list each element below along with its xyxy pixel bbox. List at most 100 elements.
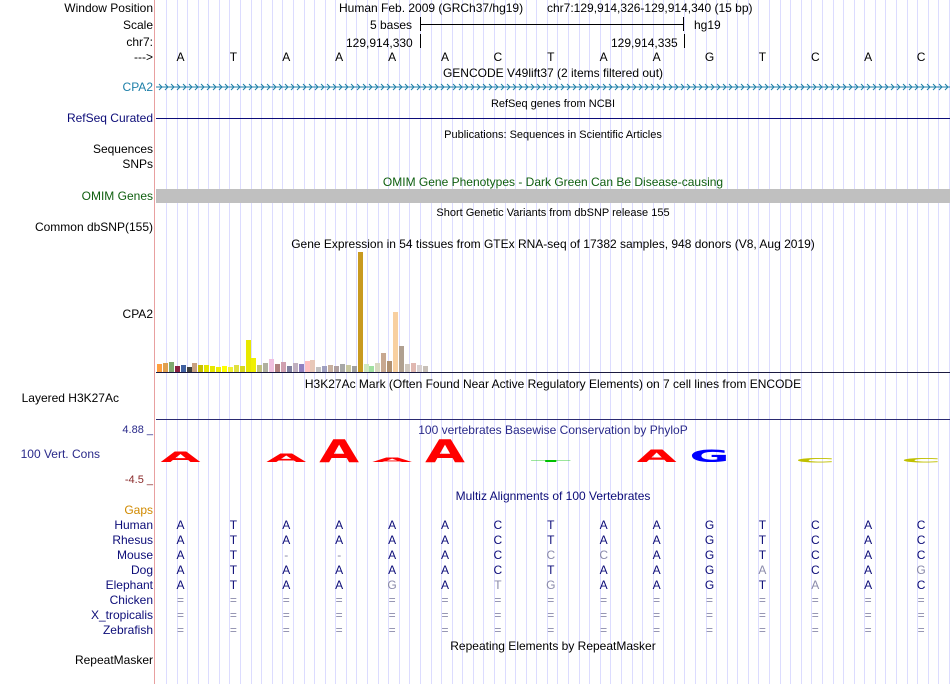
gtex-tissue-bar[interactable] bbox=[168, 362, 174, 372]
gtex-tissue-bar[interactable] bbox=[269, 359, 275, 372]
gtex-tissue-bar[interactable] bbox=[186, 367, 192, 372]
refseq-track-label[interactable]: RefSeq Curated bbox=[66, 111, 153, 125]
gtex-tissue-bar[interactable] bbox=[334, 366, 339, 372]
gtex-tissue-bar[interactable] bbox=[328, 365, 334, 372]
species-label[interactable]: Dog bbox=[130, 563, 153, 577]
gtex-tissue-bar[interactable] bbox=[310, 360, 316, 372]
strand-chevron bbox=[614, 83, 619, 91]
gtex-tissue-bar[interactable] bbox=[381, 353, 387, 372]
repeatmasker-track-label[interactable]: RepeatMasker bbox=[74, 653, 153, 667]
alignment-base: C bbox=[916, 518, 926, 532]
alignment-base: = bbox=[494, 608, 502, 622]
strand-chevron bbox=[236, 83, 241, 91]
gtex-tissue-bar[interactable] bbox=[416, 365, 422, 372]
track-display-area[interactable]: Human Feb. 2009 (GRCh37/hg19) chr7:129,9… bbox=[156, 0, 950, 684]
gtex-tissue-bar[interactable] bbox=[245, 340, 251, 372]
strand-chevron bbox=[590, 83, 595, 91]
gtex-tissue-bar[interactable] bbox=[192, 363, 198, 372]
gtex-tissue-bar[interactable] bbox=[204, 365, 210, 372]
species-label[interactable]: Rhesus bbox=[112, 533, 153, 547]
gtex-tissue-bar[interactable] bbox=[286, 366, 292, 372]
publications-sequences-label[interactable]: Sequences bbox=[92, 142, 153, 156]
gtex-expression-chart[interactable] bbox=[156, 252, 950, 372]
alignment-base: = bbox=[653, 593, 661, 607]
strand-chevron bbox=[806, 83, 811, 91]
gridline bbox=[547, 0, 548, 684]
gtex-tissue-bar[interactable] bbox=[393, 312, 398, 372]
strand-chevron bbox=[842, 83, 847, 91]
gtex-tissue-bar[interactable] bbox=[157, 364, 162, 372]
alignment-base: A bbox=[335, 563, 344, 577]
gtex-tissue-bar[interactable] bbox=[162, 363, 168, 372]
gtex-tissue-bar[interactable] bbox=[410, 363, 416, 372]
alignment-base: = bbox=[335, 608, 343, 622]
gtex-tissue-bar[interactable] bbox=[322, 366, 328, 372]
gridline bbox=[187, 0, 188, 684]
species-label[interactable]: Chicken bbox=[109, 593, 153, 607]
omim-phenotype-bar[interactable] bbox=[156, 189, 950, 203]
species-label[interactable]: Zebrafish bbox=[102, 623, 153, 637]
gtex-tissue-bar[interactable] bbox=[257, 365, 263, 372]
gtex-tissue-bar[interactable] bbox=[351, 366, 357, 372]
alignment-base: A bbox=[335, 533, 344, 547]
strand-chevron bbox=[434, 83, 439, 91]
species-label[interactable]: Mouse bbox=[116, 548, 153, 562]
panel-separator[interactable] bbox=[154, 0, 155, 684]
strand-chevron bbox=[356, 83, 361, 91]
alignment-base: T bbox=[758, 578, 767, 592]
gtex-tissue-bar[interactable] bbox=[345, 365, 351, 372]
gtex-tissue-bar[interactable] bbox=[233, 365, 239, 372]
gtex-tissue-bar[interactable] bbox=[174, 366, 180, 372]
multiz-gaps-label[interactable]: Gaps bbox=[124, 503, 153, 517]
strand-chevron bbox=[680, 83, 685, 91]
gencode-track-label[interactable]: CPA2 bbox=[122, 80, 153, 94]
strand-chevron bbox=[554, 83, 559, 91]
species-label[interactable]: Elephant bbox=[105, 578, 153, 592]
gtex-tissue-bar[interactable] bbox=[387, 361, 393, 372]
gtex-tissue-bar[interactable] bbox=[275, 364, 280, 372]
gtex-track-label[interactable]: CPA2 bbox=[122, 307, 153, 321]
gtex-tissue-bar[interactable] bbox=[398, 346, 404, 372]
gtex-tissue-bar[interactable] bbox=[298, 364, 304, 372]
alignment-base: = bbox=[176, 608, 184, 622]
gtex-tissue-bar[interactable] bbox=[210, 366, 216, 372]
gtex-tissue-bar[interactable] bbox=[316, 367, 322, 372]
scale-bar bbox=[420, 17, 684, 31]
species-label[interactable]: X_tropicalis bbox=[90, 608, 153, 622]
gtex-tissue-bar[interactable] bbox=[216, 367, 221, 372]
gtex-tissue-bar[interactable] bbox=[263, 363, 269, 372]
gtex-tissue-bar[interactable] bbox=[239, 366, 245, 372]
omim-track-label[interactable]: OMIM Genes bbox=[81, 189, 153, 203]
gtex-tissue-bar[interactable] bbox=[251, 358, 257, 372]
gtex-tissue-bar[interactable] bbox=[357, 252, 363, 372]
dbsnp-track-label[interactable]: Common dbSNP(155) bbox=[34, 220, 153, 234]
gtex-tissue-bar[interactable] bbox=[221, 366, 227, 372]
strand-chevron bbox=[872, 83, 877, 91]
gtex-tissue-bar[interactable] bbox=[404, 364, 410, 372]
refseq-gene-line[interactable] bbox=[156, 118, 950, 119]
alignment-base: A bbox=[652, 518, 661, 532]
species-label[interactable]: Human bbox=[114, 518, 153, 532]
gridline bbox=[304, 0, 305, 684]
gtex-tissue-bar[interactable] bbox=[422, 366, 428, 372]
h3k27ac-track-label[interactable]: Layered H3K27Ac bbox=[21, 391, 119, 405]
gtex-tissue-bar[interactable] bbox=[280, 362, 286, 372]
gtex-tissue-bar[interactable] bbox=[369, 366, 375, 372]
gtex-tissue-bar[interactable] bbox=[227, 367, 233, 372]
publications-snps-label[interactable]: SNPs bbox=[122, 157, 153, 171]
gtex-tissue-bar[interactable] bbox=[180, 365, 186, 372]
alignment-base: = bbox=[494, 593, 502, 607]
gtex-tissue-bar[interactable] bbox=[363, 364, 369, 372]
strand-chevron bbox=[848, 83, 853, 91]
gtex-tissue-bar[interactable] bbox=[339, 364, 345, 372]
gtex-tissue-bar[interactable] bbox=[375, 363, 381, 372]
gencode-gene-cpa2[interactable] bbox=[156, 82, 950, 92]
gtex-tissue-bar[interactable] bbox=[292, 363, 298, 372]
alignment-base: = bbox=[176, 623, 184, 637]
phylop-track-label[interactable]: 100 Vert. Cons bbox=[20, 447, 100, 461]
gtex-tissue-bar[interactable] bbox=[198, 365, 204, 372]
alignment-base: = bbox=[864, 593, 872, 607]
alignment-base: A bbox=[282, 578, 291, 592]
gtex-tissue-bar[interactable] bbox=[304, 361, 310, 372]
